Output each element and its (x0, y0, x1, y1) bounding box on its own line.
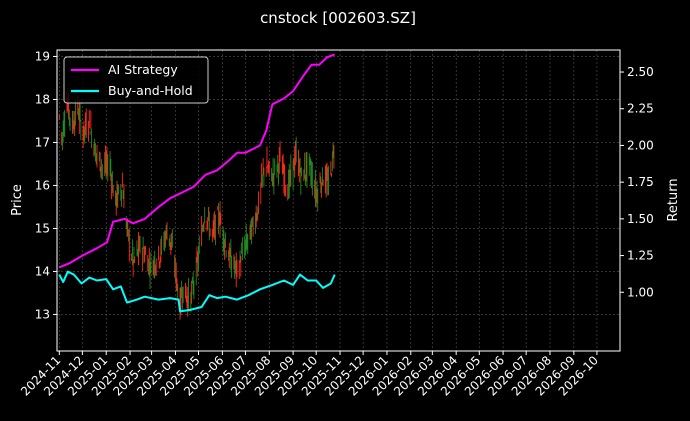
left-axis-label: Price (10, 184, 25, 216)
right-axis-label: Return (666, 178, 681, 221)
right-tick-label: 1.50 (627, 212, 654, 226)
legend-label-buy-and-hold: Buy-and-Hold (108, 83, 193, 98)
right-tick-label: 1.75 (627, 175, 654, 189)
price-candles (58, 91, 335, 320)
legend-box (63, 56, 209, 104)
left-tick-label: 18 (35, 92, 50, 106)
right-tick-label: 2.50 (627, 65, 654, 79)
legend: AI Strategy Buy-and-Hold (63, 56, 209, 104)
chart-title: cnstock [002603.SZ] (260, 9, 416, 27)
left-tick-label: 15 (35, 221, 50, 235)
left-tick-label: 13 (35, 307, 50, 321)
legend-label-ai-strategy: AI Strategy (108, 62, 178, 77)
x-axis-ticks: 2024-112024-122025-012025-022025-032025-… (18, 351, 601, 399)
right-tick-label: 2.00 (627, 138, 654, 152)
series-lines (58, 53, 336, 313)
right-tick-label: 1.25 (627, 249, 654, 263)
ai-strategy-line (58, 53, 336, 269)
plot-frame (56, 49, 621, 352)
left-axis-ticks: 13 14 15 16 17 18 19 (35, 49, 57, 321)
left-tick-label: 19 (35, 49, 50, 63)
right-tick-label: 2.25 (627, 102, 654, 116)
buy-and-hold-line (58, 270, 336, 313)
left-tick-label: 16 (35, 178, 50, 192)
left-tick-label: 14 (35, 264, 50, 278)
right-axis-ticks: 1.00 1.25 1.50 1.75 2.00 2.25 2.50 (620, 65, 654, 299)
right-tick-label: 1.00 (627, 285, 654, 299)
left-tick-label: 17 (35, 135, 50, 149)
